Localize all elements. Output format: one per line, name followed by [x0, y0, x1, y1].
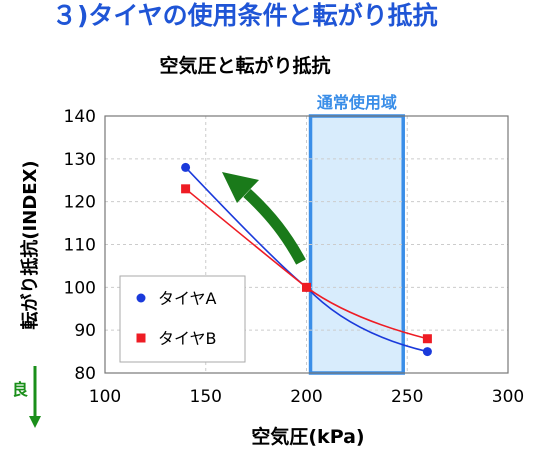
data-point — [422, 334, 432, 344]
y-tick-label: 100 — [64, 278, 96, 298]
legend-marker — [136, 333, 146, 343]
chart-title: 空気圧と転がり抵抗 — [159, 54, 330, 77]
y-tick-label: 140 — [64, 107, 96, 127]
x-axis-label: 空気圧(kPa) — [251, 425, 364, 448]
x-tick-label: 250 — [391, 387, 423, 407]
legend-marker — [136, 293, 146, 303]
data-point — [422, 347, 432, 357]
y-tick-label: 110 — [64, 236, 96, 256]
y-tick-label: 120 — [64, 193, 96, 213]
x-tick-label: 150 — [190, 387, 222, 407]
legend-label: タイヤB — [158, 329, 217, 348]
better-label: 良 — [12, 380, 28, 399]
better-arrow-head — [29, 416, 41, 428]
data-point — [302, 282, 311, 292]
trend-arrow-shaft — [243, 188, 306, 265]
x-tick-label: 100 — [89, 387, 121, 407]
y-axis-label: 転がり抵抗(INDEX) — [19, 160, 41, 329]
legend-label: タイヤA — [158, 289, 217, 308]
data-point — [181, 162, 191, 172]
highlight-region-label: 通常使用域 — [317, 93, 397, 112]
x-tick-label: 200 — [290, 387, 322, 407]
slide-title: ３)タイヤの使用条件と転がり抵抗 — [52, 1, 438, 30]
legend-box — [119, 275, 246, 363]
data-point — [181, 184, 191, 194]
y-tick-label: 90 — [74, 321, 96, 341]
x-tick-label: 300 — [492, 387, 524, 407]
trend-arrow-head — [222, 172, 259, 203]
y-tick-label: 130 — [64, 150, 96, 170]
plot-frame — [104, 115, 509, 374]
y-tick-label: 80 — [74, 364, 96, 384]
